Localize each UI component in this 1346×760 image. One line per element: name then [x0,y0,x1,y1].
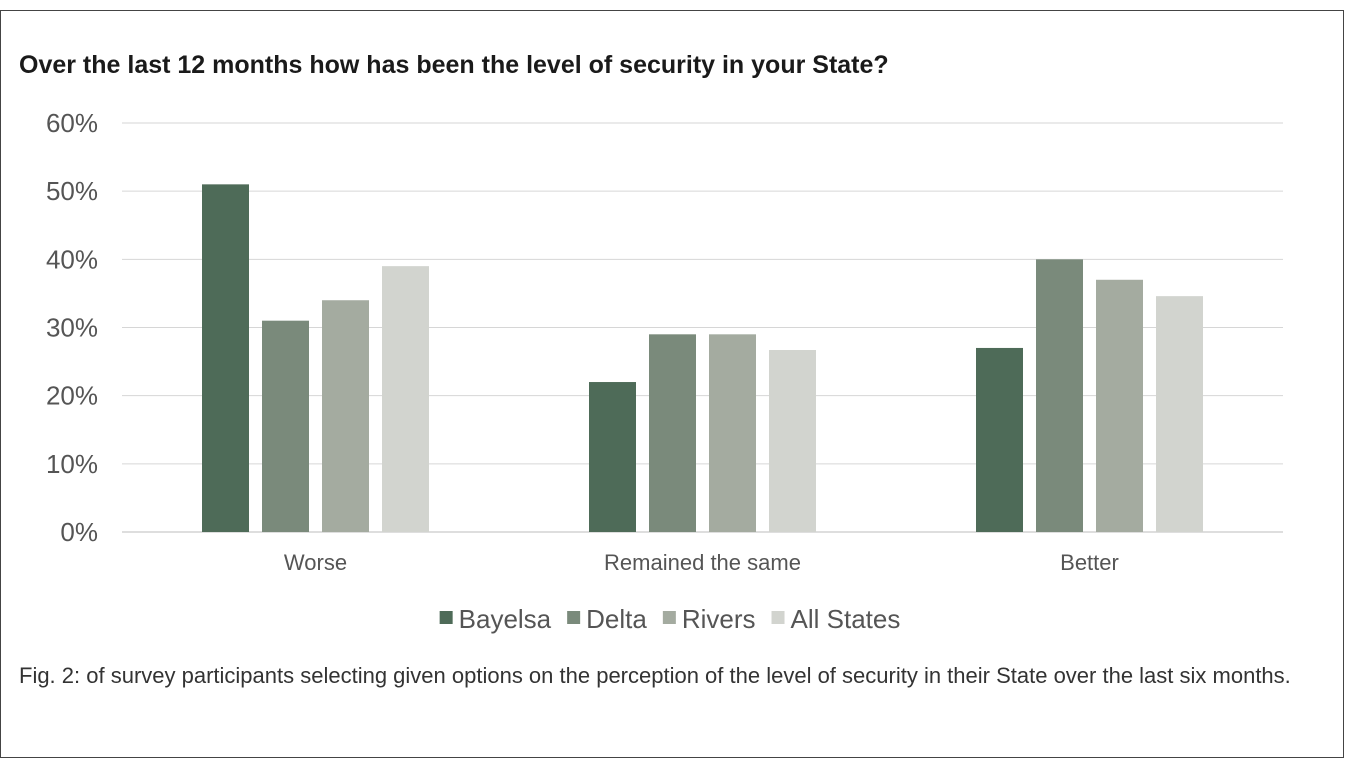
legend-item: Bayelsa [439,604,552,634]
bar [1036,259,1083,532]
legend-label: Bayelsa [459,604,552,634]
y-tick-label: 10% [46,449,98,479]
y-tick-label: 20% [46,381,98,411]
bar [322,300,369,532]
bar [1156,296,1203,532]
legend: Bayelsa Delta Rivers All States [439,604,901,634]
legend-item: All States [771,604,901,634]
bar [589,382,636,532]
legend-label: Rivers [682,604,756,634]
legend-swatch [771,611,785,624]
x-axis-categories: Worse Remained the same Better [284,550,1119,575]
x-category-label: Better [1060,550,1119,575]
legend-swatch [567,611,581,624]
legend-item: Delta [567,604,647,634]
bar [202,184,249,532]
y-tick-label: 50% [46,176,98,206]
legend-swatch [439,611,453,624]
legend-label: All States [791,604,901,634]
chart-title: Over the last 12 months how has been the… [19,51,889,79]
y-tick-label: 30% [46,313,98,343]
bar [1096,279,1143,532]
bar [709,334,756,532]
x-category-label: Worse [284,550,347,575]
legend-label: Delta [586,604,647,634]
bars [202,184,1203,532]
bar [976,347,1023,532]
bar [769,349,816,532]
bar [649,334,696,532]
bar [382,266,429,532]
y-axis-ticks: 0% 10% 20% 30% 40% 50% 60% [46,108,98,547]
y-tick-label: 60% [46,108,98,138]
legend-swatch [662,611,676,624]
bar [262,320,309,532]
x-category-label: Remained the same [604,550,801,575]
y-tick-label: 40% [46,244,98,274]
y-tick-label: 0% [60,517,98,547]
gridlines [122,122,1283,533]
figure-caption: Fig. 2: of survey participants selecting… [19,663,1291,688]
legend-item: Rivers [662,604,756,634]
